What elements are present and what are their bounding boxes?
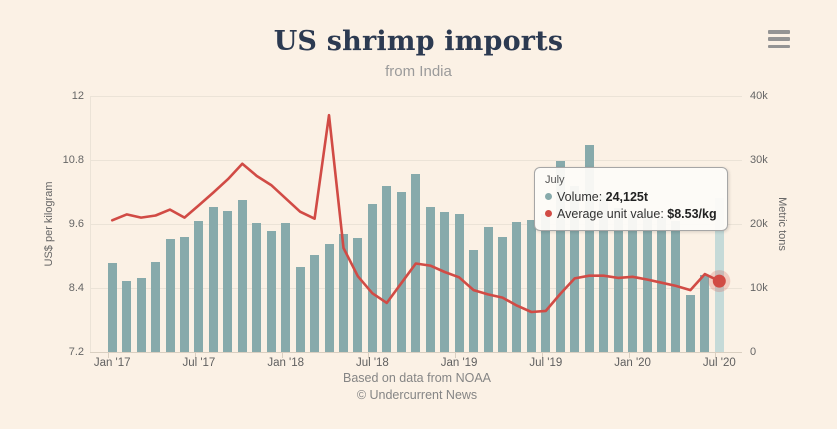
volume-bar[interactable] xyxy=(396,192,406,352)
hamburger-icon xyxy=(768,37,790,41)
volume-bar[interactable] xyxy=(642,211,652,352)
x-axis-tick xyxy=(715,352,717,358)
tooltip: July Volume: 24,125t Average unit value:… xyxy=(534,167,728,231)
x-axis-label: Jul '20 xyxy=(702,357,736,369)
volume-bar[interactable] xyxy=(310,255,320,352)
x-axis-label: Jul '18 xyxy=(355,357,389,369)
caption-credit: © Undercurrent News xyxy=(356,388,478,402)
x-axis-label: Jan '20 xyxy=(614,357,651,369)
volume-bar[interactable] xyxy=(151,262,161,352)
volume-bar[interactable] xyxy=(469,249,479,352)
caption-source: Based on data from NOAA xyxy=(343,371,491,385)
left-axis-tick-label: 10.8 xyxy=(62,154,84,166)
x-axis-tick xyxy=(368,352,370,358)
x-axis-tick xyxy=(281,352,283,358)
tooltip-unit-value-value: $8.53/kg xyxy=(667,207,717,221)
volume-bar[interactable] xyxy=(281,222,291,352)
tooltip-unit-value-row: Average unit value: $8.53/kg xyxy=(545,206,717,223)
volume-bar[interactable] xyxy=(237,199,247,352)
volume-bar[interactable] xyxy=(122,281,132,352)
volume-bar[interactable] xyxy=(136,277,146,352)
volume-bar[interactable] xyxy=(252,222,262,352)
volume-bar[interactable] xyxy=(165,238,175,352)
right-axis-tick-label: 10k xyxy=(750,282,768,294)
x-axis-tick xyxy=(108,352,110,358)
volume-bar[interactable] xyxy=(194,220,204,352)
left-axis-tick-label: 12 xyxy=(71,90,84,102)
volume-bar[interactable] xyxy=(657,217,666,352)
volume-bar[interactable] xyxy=(671,220,681,352)
y-axis-line xyxy=(90,96,91,352)
volume-bar[interactable] xyxy=(324,243,334,352)
volume-bar[interactable] xyxy=(541,214,551,352)
chart-subtitle: from India xyxy=(385,63,452,80)
volume-bar[interactable] xyxy=(107,263,117,352)
volume-bar[interactable] xyxy=(512,222,522,352)
right-axis-tick-label: 40k xyxy=(750,90,768,102)
right-axis-tick-label: 20k xyxy=(750,218,768,230)
volume-bar[interactable] xyxy=(266,231,276,352)
x-axis-tick xyxy=(455,352,457,358)
volume-series-bullet-icon xyxy=(545,193,552,200)
volume-bar[interactable] xyxy=(367,203,377,352)
right-axis-title: Metric tons xyxy=(776,197,788,251)
volume-bar[interactable] xyxy=(295,266,305,352)
chart-title: US shrimp imports xyxy=(273,26,564,57)
volume-bar[interactable] xyxy=(483,227,493,352)
x-axis-label: Jul '19 xyxy=(529,357,563,369)
gridline xyxy=(90,159,742,161)
hamburger-icon xyxy=(768,44,790,48)
hamburger-icon xyxy=(768,30,790,34)
volume-bar[interactable] xyxy=(454,214,464,352)
tooltip-volume-label: Volume: xyxy=(557,190,606,204)
x-axis-tick xyxy=(628,352,630,358)
x-axis-line xyxy=(90,352,742,353)
volume-bar[interactable] xyxy=(526,220,536,352)
volume-bar[interactable] xyxy=(628,214,638,352)
volume-bar[interactable] xyxy=(700,274,710,352)
right-axis-tick-label: 30k xyxy=(750,154,768,166)
volume-bar[interactable] xyxy=(498,237,507,352)
volume-bar[interactable] xyxy=(208,206,218,352)
tooltip-volume-row: Volume: 24,125t xyxy=(545,189,717,206)
left-axis-tick-label: 9.6 xyxy=(68,218,84,230)
chart-context-menu-button[interactable] xyxy=(763,26,795,52)
x-axis-label: Jan '17 xyxy=(93,357,131,369)
volume-bar[interactable] xyxy=(411,174,421,352)
x-axis-tick xyxy=(541,352,543,358)
unit-value-series-bullet-icon xyxy=(545,210,552,217)
x-axis-label: Jul '17 xyxy=(182,357,216,369)
tooltip-volume-value: 24,125t xyxy=(605,190,649,204)
tooltip-month: July xyxy=(545,174,565,186)
tooltip-unit-value-label: Average unit value: xyxy=(557,207,668,221)
x-axis-label: Jan '19 xyxy=(440,357,478,369)
volume-bar[interactable] xyxy=(180,236,189,352)
volume-bar[interactable] xyxy=(339,233,348,352)
left-axis-tick-label: 7.2 xyxy=(68,346,84,358)
gridline xyxy=(90,95,742,97)
volume-bar[interactable] xyxy=(353,238,363,352)
volume-bar[interactable] xyxy=(382,186,392,352)
volume-bar[interactable] xyxy=(685,295,695,352)
left-axis-tick-label: 8.4 xyxy=(68,282,84,294)
right-axis-tick-label: 0 xyxy=(750,346,757,358)
x-axis-label: Jan '18 xyxy=(267,357,305,369)
volume-bar[interactable] xyxy=(440,211,450,352)
x-axis-tick xyxy=(194,352,196,358)
volume-bar[interactable] xyxy=(223,211,233,352)
volume-bar[interactable] xyxy=(425,207,435,352)
